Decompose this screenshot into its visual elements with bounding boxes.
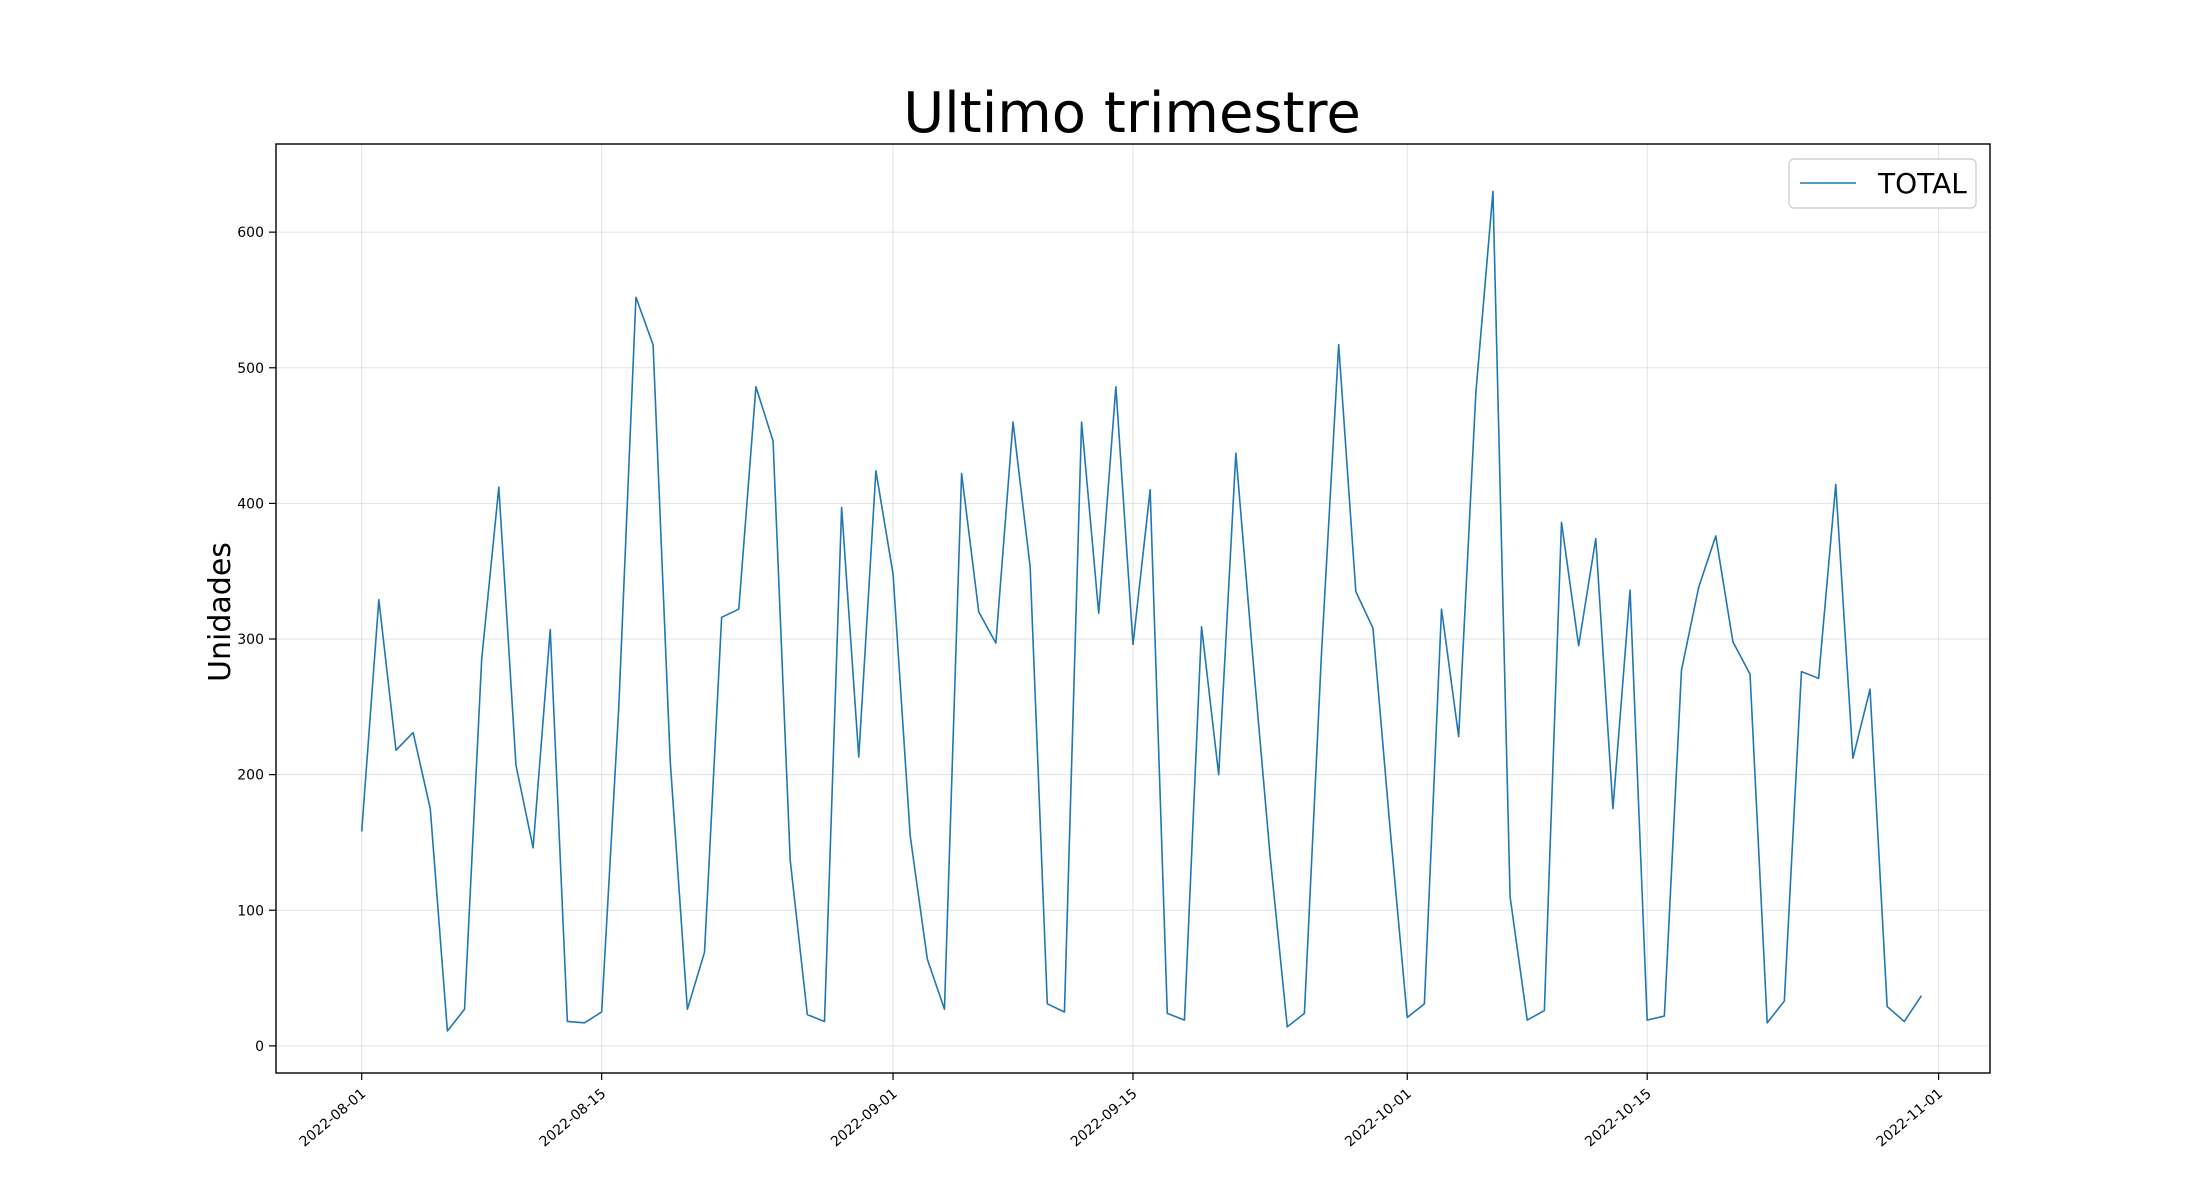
y-tick-label: 600 [237, 225, 264, 241]
x-tick-label: 2022-10-01 [1342, 1086, 1415, 1151]
series-layer [360, 190, 1923, 1032]
x-tick-label: 2022-09-01 [828, 1086, 901, 1151]
series-line-total [360, 190, 1923, 1032]
x-tick-label: 2022-11-01 [1874, 1086, 1947, 1151]
y-tick-label: 300 [237, 632, 264, 648]
chart-title: Ultimo trimestre [903, 81, 1361, 146]
y-tick-label: 400 [237, 496, 264, 512]
x-axis: 2022-08-01 2022-08-15 2022-09-01 2022-09-15… [297, 1073, 1947, 1151]
legend-label-total: TOTAL [1877, 167, 1967, 200]
grid [276, 144, 1990, 1073]
y-tick-label: 500 [237, 361, 264, 377]
legend-box [1788, 158, 1977, 209]
x-tick-label: 2022-10-15 [1582, 1086, 1655, 1151]
legend: TOTAL [1788, 158, 1977, 209]
x-tick-label: 2022-08-15 [537, 1086, 610, 1151]
y-tick-label: 100 [237, 903, 264, 919]
y-axis: 0 100 200 300 400 500 600 [237, 225, 276, 1055]
y-tick-label: 0 [255, 1039, 264, 1055]
x-tick-label: 2022-08-01 [297, 1086, 370, 1151]
y-axis-label: Unidades [203, 542, 238, 682]
y-tick-label: 200 [237, 768, 264, 784]
x-tick-label: 2022-09-15 [1068, 1086, 1141, 1151]
